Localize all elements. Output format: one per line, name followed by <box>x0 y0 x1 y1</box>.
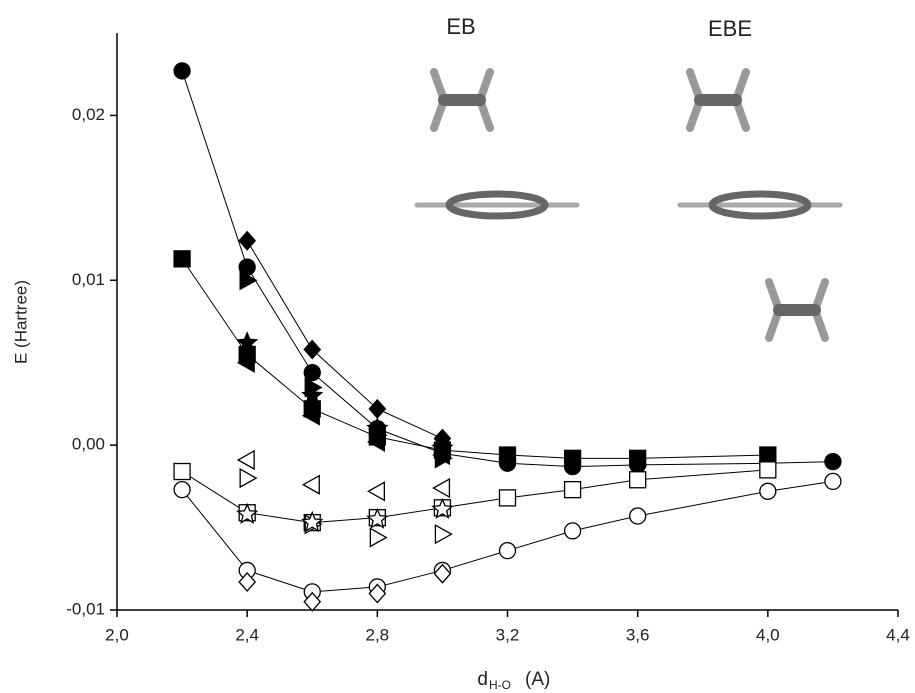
point <box>500 543 516 559</box>
point <box>174 482 190 498</box>
point <box>174 251 190 267</box>
point <box>630 472 646 488</box>
point <box>240 469 256 487</box>
point <box>304 341 320 359</box>
point <box>825 454 841 470</box>
y-tick-label: 0,01 <box>72 270 105 289</box>
point <box>630 508 646 524</box>
point <box>760 447 776 463</box>
series-line <box>182 71 833 467</box>
point <box>238 451 254 469</box>
point <box>760 483 776 499</box>
x-tick-label: 2,0 <box>105 625 129 644</box>
series-line <box>182 470 768 523</box>
ethylene-eb <box>434 72 490 128</box>
x-axis-label-unit: (A) <box>525 669 550 690</box>
point <box>304 365 320 381</box>
x-tick-label: 2,8 <box>366 625 390 644</box>
point <box>630 450 646 466</box>
annotation: EB <box>446 14 475 39</box>
point <box>370 528 386 546</box>
point <box>760 462 776 478</box>
point <box>368 482 384 500</box>
point <box>433 479 449 497</box>
point <box>500 447 516 463</box>
point <box>174 464 190 480</box>
chart: EB EBE E (Hartree) d H-O (A) 2,0 2,4 2,8 3,… <box>0 0 915 693</box>
benzene-ebe <box>680 194 840 216</box>
ethylene-ebe-top <box>690 72 746 128</box>
x-tick-label: 3,6 <box>626 625 650 644</box>
x-tick-label: 2,4 <box>235 625 259 644</box>
x-axis-label: d <box>477 669 488 690</box>
x-axis-label-sub: H-O <box>489 678 511 692</box>
page: {"chart_data": {"type": "scatter", "xlab… <box>0 0 915 693</box>
point <box>435 525 451 543</box>
annotation: EBE <box>708 16 752 41</box>
point <box>565 482 581 498</box>
series-line <box>247 241 442 439</box>
x-tick-label: 4,0 <box>756 625 780 644</box>
ethylene-ebe-bottom <box>769 282 825 338</box>
point <box>500 490 516 506</box>
point <box>565 450 581 466</box>
series-line <box>182 259 768 458</box>
point <box>239 232 255 250</box>
benzene-eb <box>417 194 577 216</box>
point <box>825 473 841 489</box>
y-tick-label: 0,00 <box>72 435 105 454</box>
point <box>565 523 581 539</box>
x-tick-label: 4,4 <box>886 625 910 644</box>
molecules <box>417 72 840 338</box>
point <box>174 63 190 79</box>
point <box>303 476 319 494</box>
x-tick-label: 3,2 <box>496 625 520 644</box>
y-axis-label: E (Hartree) <box>11 280 30 364</box>
y-tick-label: -0,01 <box>66 599 105 618</box>
point <box>369 400 385 418</box>
y-tick-label: 0,02 <box>72 105 105 124</box>
